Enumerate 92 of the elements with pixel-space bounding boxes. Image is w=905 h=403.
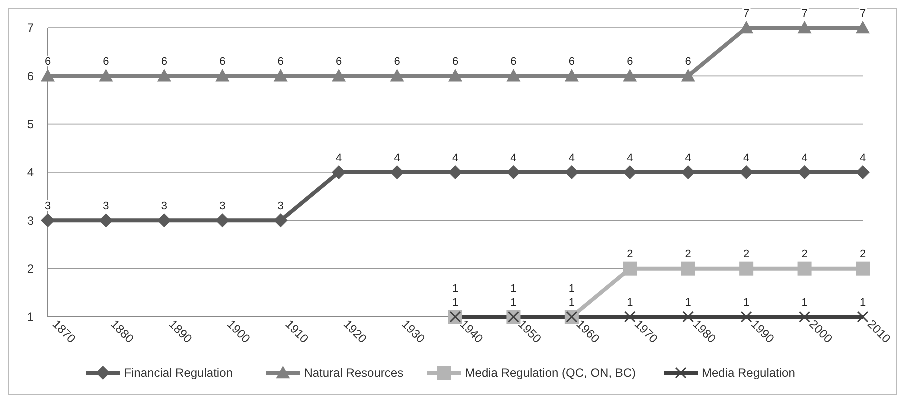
data-label: 6	[336, 56, 342, 68]
point	[798, 166, 812, 180]
y-tick-label: 3	[27, 214, 34, 228]
point	[41, 69, 55, 82]
data-label: 4	[744, 152, 750, 164]
point	[798, 262, 812, 276]
point	[799, 311, 811, 323]
point	[564, 69, 579, 82]
data-label: 2	[860, 248, 866, 261]
data-label: 4	[452, 152, 459, 164]
point	[274, 69, 288, 82]
point	[682, 311, 694, 323]
point	[740, 262, 754, 276]
data-label: 2	[802, 248, 808, 261]
data-label: 4	[685, 152, 692, 164]
point	[740, 21, 754, 34]
data-label: 6	[220, 56, 226, 68]
data-label: 3	[161, 200, 168, 213]
y-tick-label: 7	[27, 21, 34, 36]
data-label: 2	[744, 248, 750, 261]
legend-label: Media Regulation	[702, 366, 796, 380]
data-label: 3	[220, 200, 226, 213]
data-label: 6	[510, 56, 517, 68]
data-label: 1	[510, 296, 517, 309]
y-tick-label: 6	[27, 69, 34, 84]
data-label: 1	[627, 296, 634, 309]
point	[856, 166, 870, 180]
point	[857, 311, 869, 323]
point	[216, 69, 230, 82]
point	[798, 21, 812, 34]
data-label: 3	[44, 200, 52, 213]
point	[99, 69, 114, 82]
data-label: 7	[744, 8, 750, 20]
legend-label: Natural Resources	[304, 366, 404, 380]
data-label: 6	[44, 56, 52, 68]
data-label: 6	[452, 56, 459, 68]
point	[216, 214, 230, 228]
data-label: 4	[568, 152, 575, 164]
point	[681, 262, 696, 276]
y-tick-label: 5	[27, 118, 34, 132]
point	[448, 166, 462, 180]
point	[506, 166, 521, 180]
point	[157, 214, 172, 228]
point	[390, 69, 404, 82]
data-label: 7	[802, 8, 808, 20]
point	[332, 69, 346, 82]
data-label: 3	[278, 200, 284, 213]
legend-label: Financial Regulation	[124, 366, 233, 380]
point	[448, 69, 462, 82]
point	[623, 69, 638, 82]
data-label: 4	[860, 152, 866, 164]
data-label: 2	[627, 248, 634, 261]
y-tick-label: 1	[27, 310, 34, 324]
data-label: 6	[568, 56, 575, 68]
point	[681, 166, 696, 180]
data-label: 6	[627, 56, 634, 68]
data-label: 3	[103, 200, 110, 213]
point	[390, 166, 404, 180]
data-label: 1	[452, 282, 459, 295]
data-label: 1	[452, 296, 459, 309]
data-label: 6	[685, 56, 692, 68]
data-label: 4	[627, 152, 634, 164]
point	[41, 214, 55, 228]
data-label: 2	[685, 248, 692, 261]
point	[157, 69, 172, 82]
data-label: 1	[568, 282, 575, 295]
y-tick-label: 2	[27, 262, 34, 276]
data-label: 1	[860, 296, 866, 309]
point	[623, 262, 638, 276]
data-label: 6	[161, 56, 168, 68]
data-label: 1	[510, 282, 517, 295]
point	[856, 21, 870, 34]
data-label: 4	[510, 152, 517, 164]
y-tick-label: 4	[27, 166, 34, 180]
data-label: 7	[860, 8, 866, 20]
data-label: 4	[802, 152, 808, 164]
point	[506, 69, 521, 82]
point	[856, 262, 870, 276]
data-label: 4	[336, 152, 342, 164]
data-label: 1	[744, 296, 750, 309]
data-label: 6	[103, 56, 110, 68]
data-label: 1	[568, 296, 575, 309]
point	[681, 69, 696, 82]
data-label: 4	[394, 152, 400, 164]
data-label: 1	[802, 296, 808, 309]
point	[274, 214, 288, 228]
legend-label: Media Regulation (QC, ON, BC)	[465, 366, 636, 380]
data-label: 1	[685, 296, 692, 309]
data-label: 6	[394, 56, 400, 68]
point	[99, 214, 114, 228]
data-label: 6	[278, 56, 284, 68]
point	[624, 311, 636, 323]
